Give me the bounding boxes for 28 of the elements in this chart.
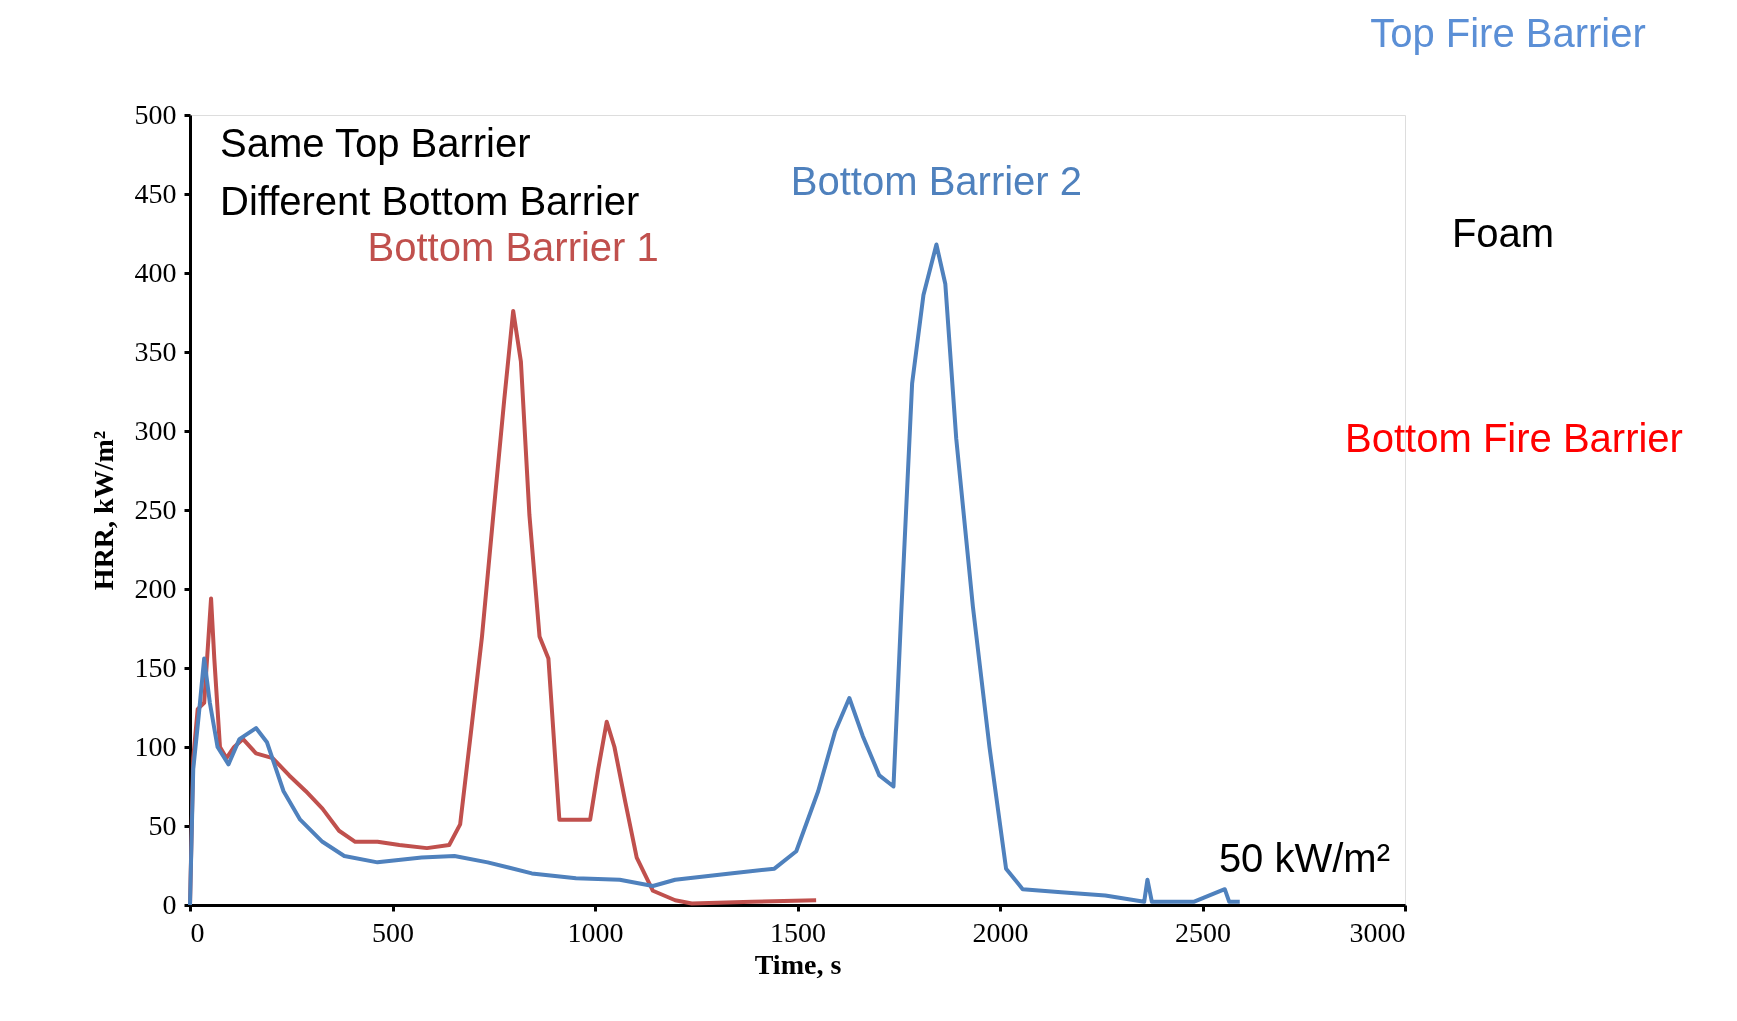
y-axis-title: HRR, kW/m² [87,430,119,591]
y-tick-label: 500 [134,98,177,130]
y-tick-label: 350 [134,335,177,367]
series-label: Bottom Barrier 1 [367,224,659,269]
text: Top Fire Barrier [1370,11,1646,55]
y-tick-label: 100 [134,730,177,762]
annotation: Bottom Fire Barrier [1345,416,1683,460]
y-tick-label: 400 [134,256,177,288]
annotation: 50 kW/m² [1218,836,1390,880]
y-tick-label: 50 [148,809,177,841]
x-tick-label: 2000 [972,916,1029,948]
annotation: Different Bottom Barrier [220,179,640,223]
text: Foam [1451,211,1555,255]
y-tick-label: 250 [134,493,177,525]
x-tick-label: 1500 [770,916,826,948]
x-tick-label: 3000 [1349,916,1406,948]
y-tick-label: 300 [134,414,177,446]
y-tick-label: 0 [162,888,177,920]
x-tick-label: 0 [190,916,205,948]
x-tick-label: 1000 [567,916,624,948]
x-tick-label: 500 [372,916,414,948]
series-label: Bottom Barrier 2 [790,158,1083,203]
y-tick-label: 200 [134,572,177,604]
x-axis-title: Time, s [754,948,842,980]
x-tick-label: 2500 [1175,916,1231,948]
annotation: Same Top Barrier [220,121,531,165]
y-tick-label: 450 [134,177,177,209]
y-tick-label: 150 [134,651,177,683]
